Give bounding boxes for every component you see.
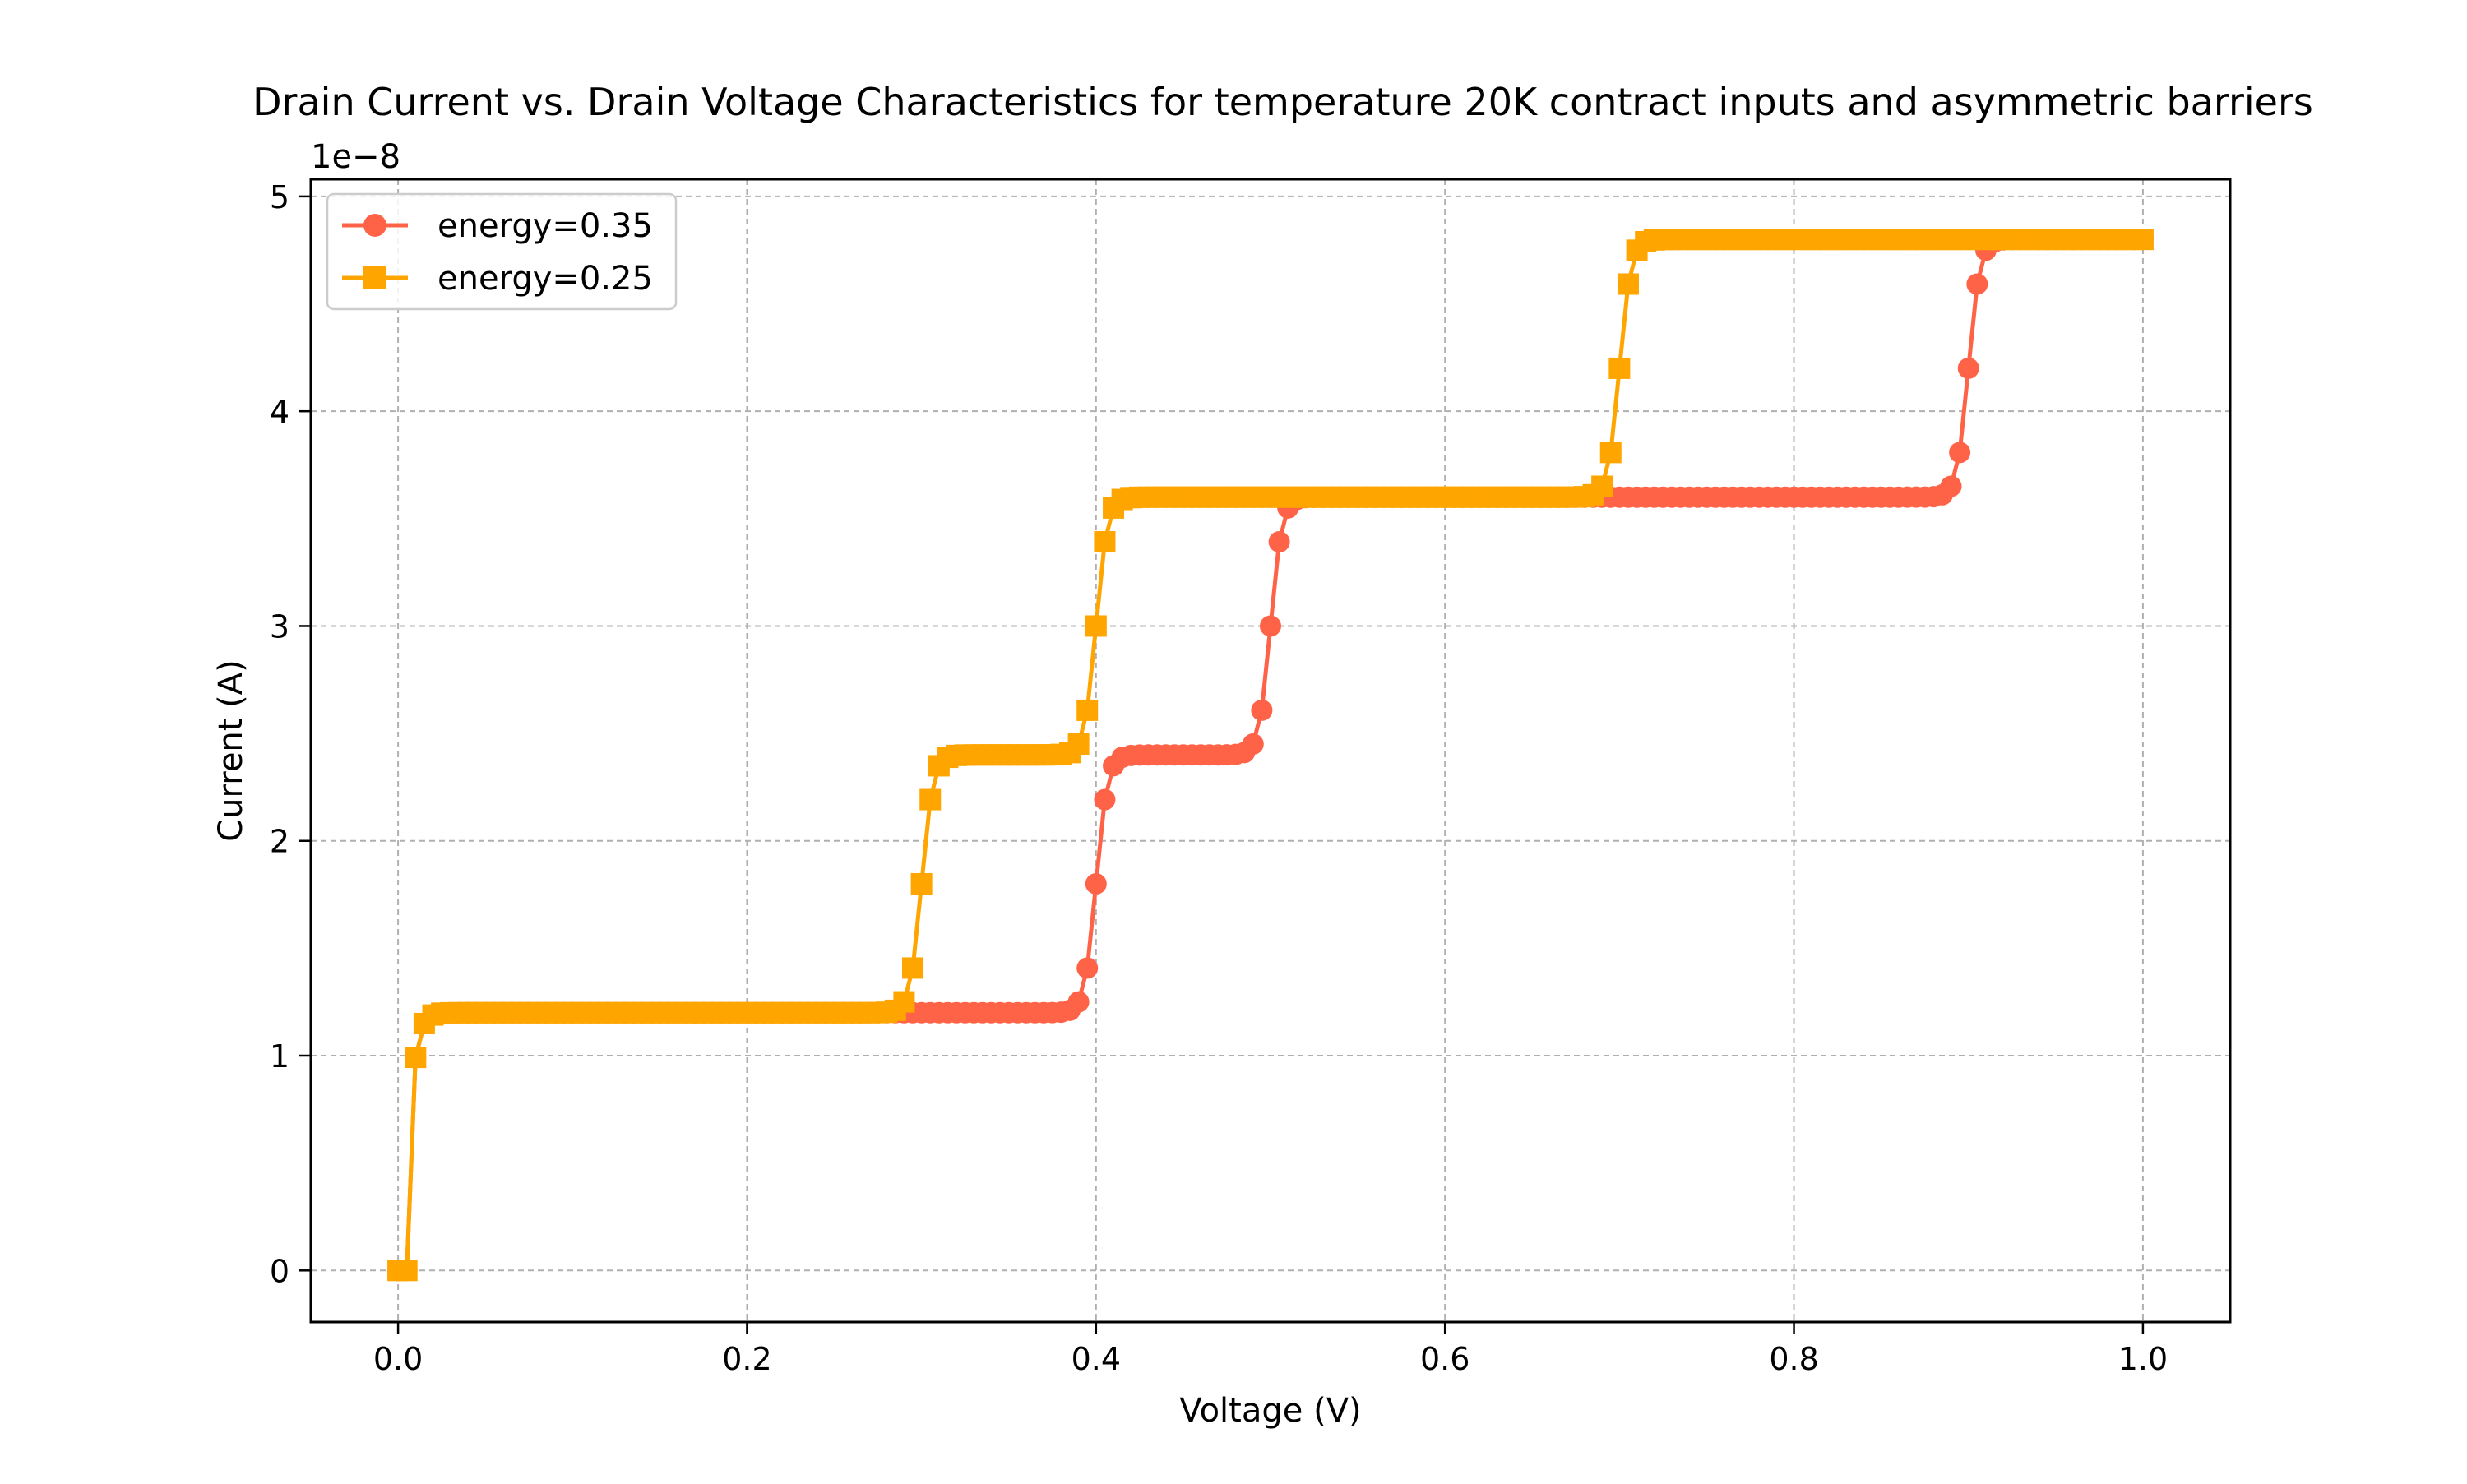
y-tick-label: 0	[270, 1253, 289, 1289]
data-point-marker	[2131, 229, 2154, 251]
data-point-marker	[1949, 442, 1971, 464]
data-point-marker	[363, 214, 386, 237]
x-tick-label: 0.6	[1420, 1341, 1470, 1377]
grid-lines	[311, 179, 2230, 1322]
x-tick-label: 0.0	[373, 1341, 423, 1377]
x-tick-label: 1.0	[2118, 1341, 2168, 1377]
data-point-marker	[1268, 531, 1290, 553]
x-axis-ticks: 0.0 0.2 0.4 0.6 0.8 1.0	[373, 1322, 2168, 1377]
y-axis-ticks: 0 1 2 3 4 5	[270, 179, 311, 1289]
data-point-marker	[1242, 733, 1264, 756]
y-tick-label: 3	[270, 608, 289, 645]
data-point-marker	[1076, 957, 1099, 979]
legend: energy=0.35 energy=0.25	[326, 192, 678, 311]
data-point-marker	[405, 1047, 427, 1069]
x-tick-label: 0.8	[1769, 1341, 1818, 1377]
plot-frame	[309, 178, 2232, 1324]
series-energy-0-25	[387, 229, 2154, 1282]
data-point-marker	[1085, 615, 1107, 637]
data-point-marker	[1067, 733, 1090, 756]
y-tick-label: 5	[270, 179, 289, 215]
legend-label: energy=0.35	[437, 207, 653, 245]
x-axis-label: Voltage (V)	[1179, 1392, 1361, 1430]
data-point-marker	[1617, 273, 1639, 295]
data-point-marker	[1094, 531, 1116, 553]
legend-entries: energy=0.35 energy=0.25	[342, 207, 653, 298]
y-tick-label: 1	[270, 1038, 289, 1075]
legend-entry: energy=0.35	[342, 207, 653, 245]
y-tick-label: 4	[270, 394, 289, 430]
x-tick-label: 0.2	[722, 1341, 771, 1377]
data-point-marker	[1260, 615, 1281, 637]
data-point-marker	[902, 957, 924, 979]
data-point-marker	[1957, 357, 1979, 379]
y-axis-scale-label: 1e−8	[311, 138, 400, 176]
data-point-marker	[1608, 357, 1631, 379]
data-point-marker	[363, 266, 386, 289]
data-point-marker	[1599, 442, 1622, 464]
chart-title: Drain Current vs. Drain Voltage Characte…	[252, 80, 2313, 124]
y-tick-label: 2	[270, 824, 289, 860]
data-point-marker	[1067, 991, 1090, 1013]
data-point-marker	[910, 872, 933, 895]
plot-series	[387, 229, 2154, 1282]
data-point-marker	[1251, 699, 1273, 721]
legend-label: energy=0.25	[437, 260, 653, 298]
x-tick-label: 0.4	[1072, 1341, 1121, 1377]
legend-box	[326, 192, 678, 311]
data-point-marker	[396, 1260, 418, 1282]
data-point-marker	[1085, 872, 1107, 895]
legend-entry: energy=0.25	[342, 260, 653, 298]
data-point-marker	[1966, 273, 1988, 295]
data-point-marker	[1940, 475, 1962, 497]
y-axis-label: Current (A)	[212, 659, 250, 842]
data-point-marker	[893, 991, 915, 1013]
data-point-marker	[1094, 788, 1116, 811]
data-point-marker	[919, 788, 942, 811]
data-point-marker	[1591, 475, 1613, 497]
data-point-marker	[1076, 699, 1099, 721]
